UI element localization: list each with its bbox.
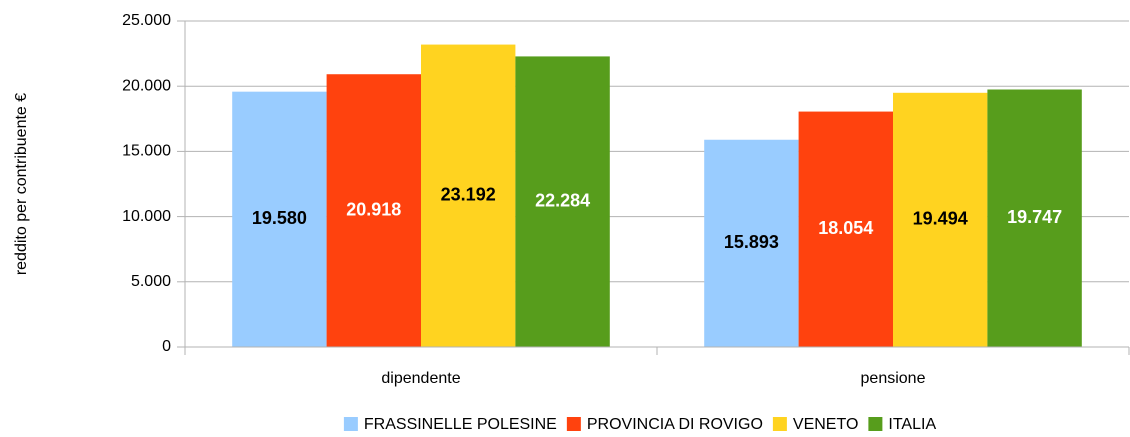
y-tick-label: 20.000 (122, 77, 171, 94)
legend-label: ITALIA (888, 416, 936, 433)
x-tick-label: dipendente (381, 370, 460, 387)
data-label: 20.918 (346, 199, 401, 219)
y-tick-label: 5.000 (131, 273, 171, 290)
legend-label: FRASSINELLE POLESINE (364, 416, 557, 433)
bar (515, 56, 610, 348)
legend-label: VENETO (793, 416, 859, 433)
bar (893, 92, 988, 347)
x-tick-label: pensione (861, 370, 926, 387)
bar (798, 111, 893, 348)
bar (232, 91, 327, 347)
legend-swatch (343, 417, 358, 431)
bar (326, 74, 421, 347)
y-tick-label: 25.000 (122, 12, 171, 29)
data-label: 19.747 (1007, 207, 1062, 227)
legend-swatch (566, 417, 581, 431)
legend-swatch (772, 417, 787, 431)
data-label: 19.580 (252, 208, 307, 228)
data-label: 23.192 (441, 185, 496, 205)
bar (987, 89, 1082, 348)
bar (421, 44, 516, 347)
y-tick-label: 0 (162, 338, 171, 355)
legend-label: PROVINCIA DI ROVIGO (587, 416, 763, 433)
legend: FRASSINELLE POLESINE PROVINCIA DI ROVIGO V… (343, 416, 936, 433)
data-label: 19.494 (913, 209, 968, 229)
bar (704, 139, 799, 347)
y-tick-label: 10.000 (122, 208, 171, 225)
y-axis-title: reddito per contribuente € (13, 93, 30, 275)
data-label: 15.893 (724, 232, 779, 252)
legend-swatch (868, 417, 883, 431)
data-label: 18.054 (818, 218, 873, 238)
data-label: 22.284 (535, 190, 590, 210)
y-tick-label: 15.000 (122, 143, 171, 160)
